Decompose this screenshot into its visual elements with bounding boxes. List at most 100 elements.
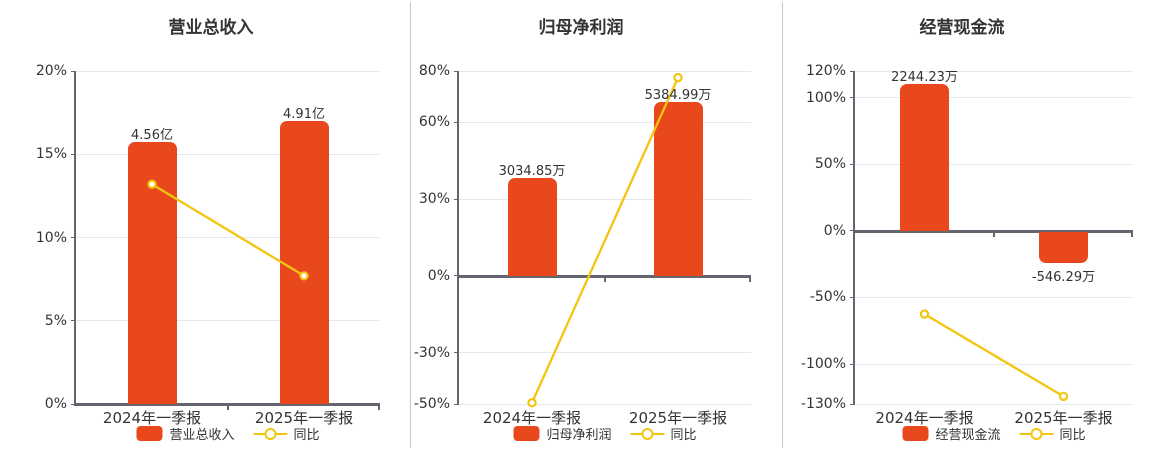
bar-value-label: 3034.85万 (498, 163, 566, 179)
x-axis-zero-line (74, 403, 380, 406)
y-axis-tick (71, 320, 76, 322)
y-axis-tick-label: 0% (44, 396, 67, 412)
chart-1-bar-2024[interactable] (127, 141, 177, 404)
y-axis-line (457, 71, 459, 404)
legend-bar-swatch (902, 426, 929, 441)
x-axis-mid-tick (604, 276, 606, 282)
y-axis-tick-label: -130% (800, 396, 846, 412)
legend-bar-label: 营业总收入 (169, 428, 235, 443)
chart-3-yoy-marker-2025[interactable] (1058, 391, 1069, 402)
x-axis-end-tick (378, 405, 380, 410)
gridline (855, 163, 1133, 165)
legend-bar-swatch (513, 426, 540, 441)
chart-3-yoy-marker-2024[interactable] (919, 309, 930, 319)
legend-bar-label: 经营现金流 (935, 428, 1001, 443)
gridline (459, 403, 751, 405)
y-axis-tick (850, 403, 855, 405)
chart-2-yoy-marker-2025[interactable] (673, 72, 683, 83)
y-axis-tick (454, 352, 459, 354)
legend-line-icon (630, 427, 665, 441)
chart-1-bar-2025[interactable] (279, 120, 329, 404)
y-axis-tick-label: 120% (805, 63, 846, 79)
y-axis-tick-label: 15% (35, 146, 67, 163)
x-axis-mid-tick (227, 405, 229, 410)
y-axis-tick (850, 363, 855, 365)
y-axis-tick-label: 50% (814, 156, 846, 173)
y-axis-tick-label: 20% (35, 63, 67, 79)
gridline (855, 296, 1133, 298)
legend-item-bar-series[interactable]: 经营现金流 (902, 424, 1001, 443)
bar-value-label: 4.91亿 (283, 106, 325, 122)
y-axis-tick-label: 80% (418, 63, 450, 79)
chart-3-bar-2024[interactable] (900, 84, 949, 231)
legend-item-yoy-series[interactable]: 同比 (242, 424, 320, 443)
y-axis-tick (850, 296, 855, 298)
y-axis-tick (454, 275, 459, 277)
legend-bar-swatch (136, 426, 163, 441)
y-axis-tick (850, 163, 855, 165)
y-axis-tick-label: 5% (44, 312, 67, 329)
legend-item-bar-series[interactable]: 归母净利润 (513, 424, 612, 443)
bar-value-label: 4.56亿 (131, 127, 173, 143)
y-axis-tick (850, 97, 855, 99)
legend-item-bar-series[interactable]: 营业总收入 (136, 424, 235, 443)
y-axis-tick (454, 198, 459, 200)
legend-item-yoy-series[interactable]: 同比 (619, 424, 697, 443)
chart-3-bar-2025[interactable] (1039, 232, 1088, 264)
y-axis-tick-label: -50% (413, 396, 450, 412)
legend-bar-label: 归母净利润 (546, 428, 612, 443)
y-axis-tick-label: 0% (427, 267, 450, 284)
y-axis-line (74, 71, 76, 404)
x-axis-category-label: 2024年一季报 (482, 409, 582, 427)
gridline (459, 70, 751, 72)
y-axis-tick (71, 70, 76, 72)
gridline (855, 363, 1133, 365)
chart-3-legend: 经营现金流 同比 (902, 424, 1086, 443)
x-axis-zero-line (853, 229, 1133, 233)
chart-1-legend: 营业总收入 同比 (136, 424, 320, 443)
y-axis-tick (71, 403, 76, 405)
chart-3-yoy-trend-line (923, 313, 1065, 398)
legend-yoy-label: 同比 (293, 428, 320, 443)
y-axis-tick (850, 230, 855, 232)
x-axis-category-label: 2025年一季报 (1014, 409, 1113, 427)
legend-line-circle (1030, 427, 1043, 440)
y-axis-tick-label: 0% (823, 222, 846, 239)
y-axis-tick-label: 30% (418, 191, 450, 208)
gridline (76, 237, 380, 238)
gridline (76, 320, 380, 322)
gridline (855, 403, 1133, 405)
x-axis-category-label: 2025年一季报 (628, 409, 728, 427)
gridline (459, 198, 751, 200)
panel-divider-1 (410, 2, 411, 448)
y-axis-tick (850, 70, 855, 72)
legend-line-circle (641, 427, 654, 440)
y-axis-tick-label: -100% (800, 356, 846, 373)
chart-2-bar-2025[interactable] (653, 101, 703, 276)
y-axis-tick-label: 60% (418, 114, 450, 131)
chart-title-revenue: 营业总收入 (168, 18, 254, 38)
y-axis-tick (454, 403, 459, 405)
x-axis-category-label: 2025年一季报 (254, 409, 354, 427)
gridline (76, 153, 380, 155)
bar-value-label: 5384.99万 (644, 87, 712, 103)
y-axis-line (853, 71, 855, 404)
bar-value-label: -546.29万 (1031, 269, 1096, 285)
gridline (76, 70, 380, 72)
x-axis-end-tick (1131, 231, 1133, 237)
y-axis-tick (71, 153, 76, 155)
legend-yoy-label: 同比 (1059, 428, 1086, 443)
legend-line-icon (1019, 427, 1054, 441)
y-axis-tick-label: 10% (35, 229, 67, 246)
legend-line-circle (264, 427, 277, 440)
chart-2-bar-2024[interactable] (507, 177, 557, 276)
legend-yoy-label: 同比 (670, 428, 697, 443)
legend-item-yoy-series[interactable]: 同比 (1008, 424, 1086, 443)
bar-value-label: 2244.23万 (891, 70, 958, 86)
y-axis-tick-label: 100% (805, 89, 846, 106)
y-axis-tick (454, 70, 459, 72)
gridline (855, 70, 1133, 72)
x-axis-category-label: 2024年一季报 (102, 409, 202, 427)
x-axis-mid-tick (993, 231, 995, 237)
